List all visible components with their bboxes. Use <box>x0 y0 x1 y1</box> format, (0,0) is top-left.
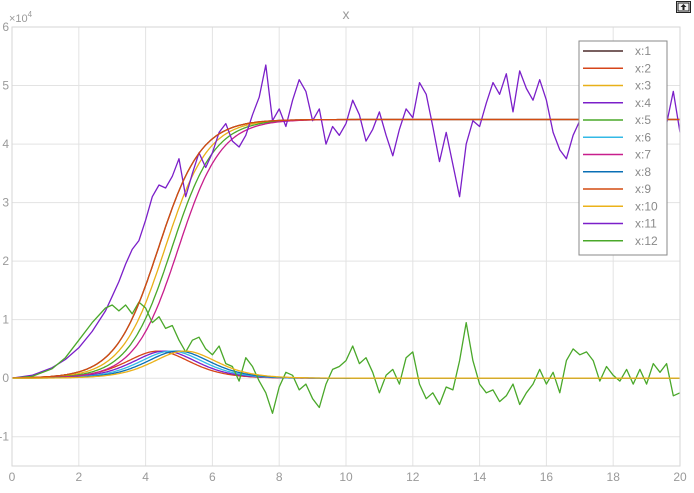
y-tick-labels: -1 0 1 2 3 4 5 6 <box>0 20 9 444</box>
series-line-x-11 <box>11 64 681 379</box>
plot-frame <box>11 26 681 467</box>
legend-label: x:6 <box>635 130 651 144</box>
x-tick-label: 20 <box>673 470 687 484</box>
undock-button[interactable] <box>676 1 691 13</box>
undock-arrow-icon <box>677 2 690 12</box>
x-tick-label: 8 <box>276 470 283 484</box>
x-tick-label: 16 <box>540 470 554 484</box>
y-exponent-label: ×104 <box>9 10 33 25</box>
legend-label: x:1 <box>635 44 651 58</box>
legend-label: x:5 <box>635 113 651 127</box>
series-lines <box>11 64 681 414</box>
y-tick-label: 2 <box>2 254 9 268</box>
legend-label: x:4 <box>635 96 651 110</box>
legend-label: x:12 <box>635 234 658 248</box>
legend-label: x:3 <box>635 79 651 93</box>
legend-label: x:10 <box>635 199 658 213</box>
y-tick-label: 6 <box>2 20 9 34</box>
x-tick-label: 2 <box>75 470 82 484</box>
x-tick-label: 6 <box>209 470 216 484</box>
x-tick-label: 14 <box>473 470 487 484</box>
y-tick-label: 5 <box>2 79 9 93</box>
series-line-x-12 <box>11 301 681 414</box>
x-tick-label: 12 <box>406 470 420 484</box>
y-tick-label: 3 <box>2 196 9 210</box>
x-tick-label: 18 <box>607 470 621 484</box>
y-tick-label: 1 <box>2 313 9 327</box>
legend-label: x:7 <box>635 148 651 162</box>
x-tick-labels: 0 2 4 6 8 10 12 14 16 18 20 <box>9 470 687 484</box>
legend-label: x:11 <box>635 217 657 231</box>
x-tick-label: 10 <box>339 470 353 484</box>
legend-label: x:2 <box>635 61 651 75</box>
chart-title: x <box>343 6 350 22</box>
legend-label: x:8 <box>635 165 651 179</box>
y-exponent-base: ×10 <box>9 13 28 25</box>
series-line-x-10 <box>12 350 680 379</box>
x-tick-label: 0 <box>9 470 16 484</box>
y-tick-label: 0 <box>2 371 9 385</box>
series-line-x-9 <box>12 118 680 379</box>
legend: x:1 x:2 x:3 x:4 x:5 x:6 x:7 x:8 x:9 x:10 x:11 x:12 <box>578 40 668 256</box>
legend-label: x:9 <box>635 182 651 196</box>
x-tick-label: 4 <box>142 470 149 484</box>
y-tick-label: -1 <box>0 430 9 444</box>
y-exponent-power: 4 <box>28 10 33 19</box>
y-tick-label: 4 <box>2 137 9 151</box>
legend-box <box>578 40 668 256</box>
